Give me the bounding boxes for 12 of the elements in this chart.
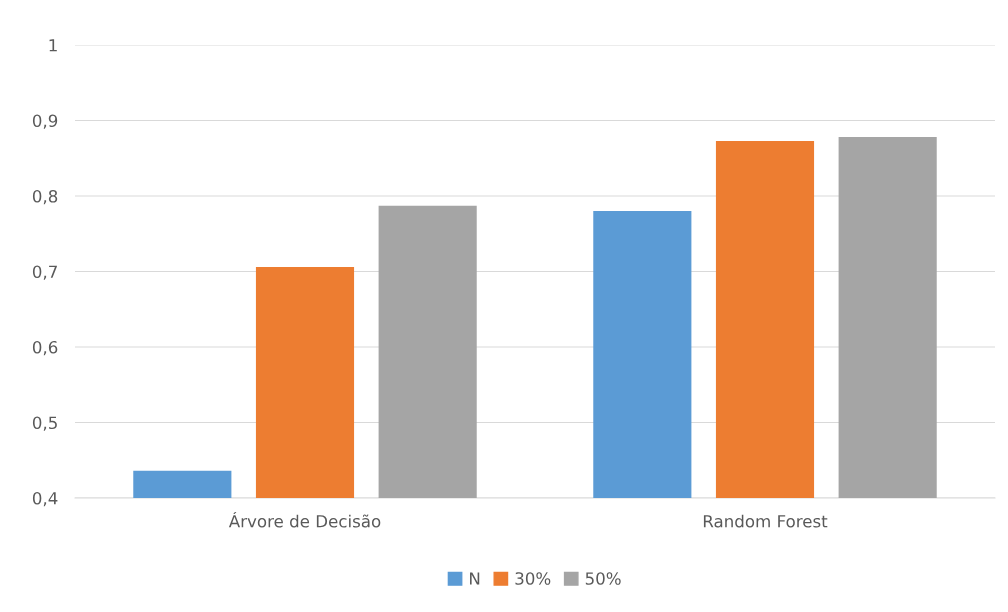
y-tick-label: 0,5 xyxy=(32,416,57,431)
y-tick-label: 0,6 xyxy=(32,340,58,356)
y-tick-label: 0,4 xyxy=(32,491,58,507)
x-tick-label: Árvore de Decisão xyxy=(228,511,381,528)
legend-label: 30% xyxy=(515,572,551,585)
legend-label: 50% xyxy=(585,572,621,585)
x-tick-label: Random Forest xyxy=(703,514,828,528)
y-tick-label: 1 xyxy=(49,39,57,52)
y-tick-label: 0,9 xyxy=(32,114,58,129)
y-tick-label: 0,8 xyxy=(32,189,58,205)
y-tick-label: 0,7 xyxy=(32,265,57,280)
legend-label: N xyxy=(470,572,480,585)
